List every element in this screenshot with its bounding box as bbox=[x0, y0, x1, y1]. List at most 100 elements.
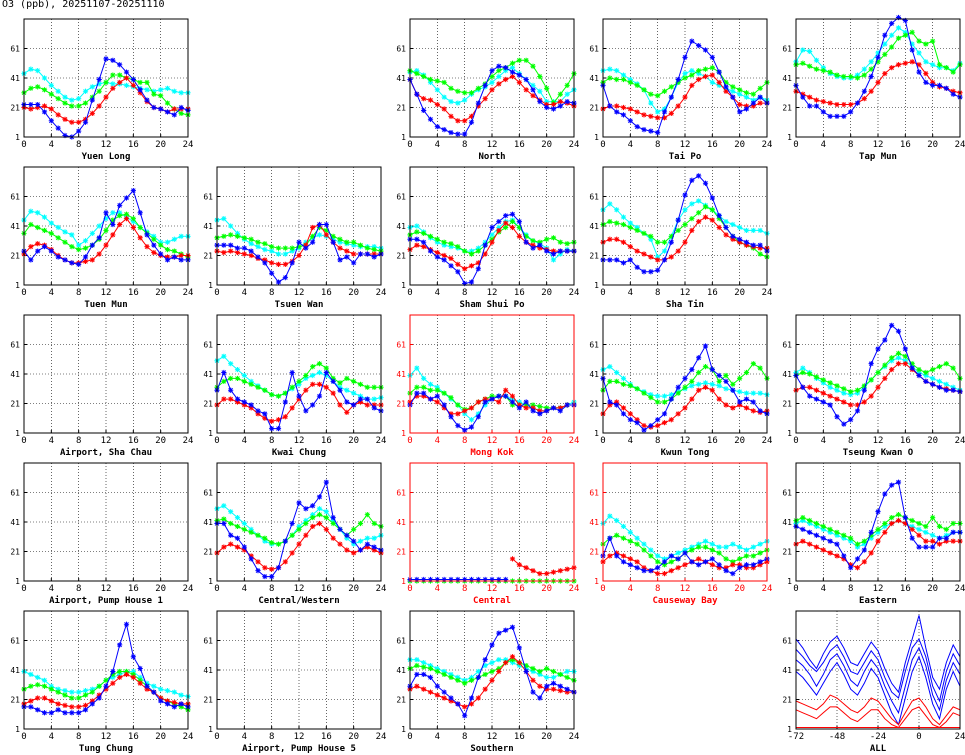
data-point bbox=[475, 103, 481, 109]
x-tick-label: 24 bbox=[955, 140, 965, 150]
data-point bbox=[614, 103, 620, 109]
data-point bbox=[620, 260, 627, 266]
data-point bbox=[516, 218, 522, 225]
data-point bbox=[523, 233, 529, 239]
data-point bbox=[117, 642, 123, 648]
y-tick-label: 41 bbox=[782, 370, 792, 379]
data-point bbox=[889, 322, 895, 328]
plot-frame bbox=[23, 166, 189, 286]
data-point bbox=[895, 512, 902, 518]
x-tick-label: 16 bbox=[321, 288, 332, 298]
y-tick-label: 61 bbox=[203, 193, 213, 202]
data-point bbox=[323, 384, 329, 390]
data-point bbox=[337, 387, 343, 393]
data-point bbox=[323, 372, 329, 379]
data-point bbox=[289, 384, 295, 390]
data-point bbox=[607, 399, 613, 405]
data-point bbox=[337, 380, 343, 386]
data-point bbox=[158, 686, 164, 692]
data-point bbox=[137, 79, 143, 86]
data-point bbox=[620, 72, 627, 78]
data-point bbox=[371, 247, 377, 253]
data-point bbox=[516, 660, 522, 666]
data-point bbox=[668, 84, 674, 90]
data-point bbox=[607, 257, 613, 263]
y-tick-label: 61 bbox=[782, 341, 792, 350]
data-point bbox=[130, 671, 136, 678]
data-point bbox=[607, 75, 613, 81]
data-point bbox=[462, 704, 468, 710]
data-point bbox=[228, 532, 234, 538]
data-point bbox=[807, 384, 813, 390]
data-point bbox=[827, 529, 833, 535]
data-point bbox=[641, 565, 647, 571]
data-point bbox=[448, 671, 454, 678]
x-tick-label: 4 bbox=[821, 584, 826, 594]
data-point bbox=[323, 221, 329, 228]
data-point bbox=[296, 396, 302, 402]
data-point bbox=[221, 520, 227, 527]
data-point bbox=[716, 82, 722, 88]
data-point bbox=[434, 665, 440, 672]
data-point bbox=[537, 411, 543, 417]
data-point bbox=[668, 233, 674, 239]
data-point bbox=[316, 393, 323, 399]
y-tick-label: 41 bbox=[10, 666, 20, 675]
data-point bbox=[620, 112, 627, 118]
data-point bbox=[89, 701, 95, 707]
data-point bbox=[41, 87, 48, 93]
data-point bbox=[414, 242, 420, 248]
data-point bbox=[241, 245, 247, 251]
data-point bbox=[421, 73, 427, 80]
data-point bbox=[861, 88, 867, 94]
data-point bbox=[357, 399, 364, 405]
data-point bbox=[123, 216, 130, 222]
data-point bbox=[357, 538, 364, 544]
data-point bbox=[875, 384, 881, 390]
data-point bbox=[344, 399, 350, 405]
x-tick-label: 0 bbox=[214, 732, 219, 742]
data-point bbox=[178, 704, 184, 710]
y-tick-label: 41 bbox=[782, 666, 792, 675]
data-point bbox=[503, 660, 509, 666]
data-point bbox=[441, 79, 447, 86]
data-point bbox=[614, 68, 620, 74]
data-point bbox=[709, 217, 715, 223]
data-point bbox=[468, 701, 475, 707]
data-point bbox=[641, 547, 647, 553]
data-point bbox=[634, 248, 640, 254]
data-point bbox=[820, 526, 826, 532]
x-tick-label: 8 bbox=[462, 288, 467, 298]
data-point bbox=[537, 88, 543, 94]
data-point bbox=[800, 365, 806, 371]
data-point bbox=[96, 88, 102, 94]
data-point bbox=[750, 103, 756, 109]
data-point bbox=[668, 392, 674, 398]
chart-title: Airport, Sha Chau bbox=[60, 447, 152, 458]
data-point bbox=[289, 520, 295, 527]
data-point bbox=[668, 417, 674, 423]
x-tick-label: 4 bbox=[628, 288, 633, 298]
data-point bbox=[530, 238, 536, 244]
data-point bbox=[130, 216, 136, 222]
data-point bbox=[158, 242, 164, 248]
data-point bbox=[750, 242, 756, 248]
data-point bbox=[434, 692, 440, 698]
chart-title: Airport, Pump House 1 bbox=[49, 595, 163, 606]
data-point bbox=[441, 239, 447, 245]
y-tick-label: 1 bbox=[401, 577, 406, 586]
data-point bbox=[950, 88, 956, 94]
data-point bbox=[35, 682, 41, 688]
data-point bbox=[303, 387, 309, 393]
data-point bbox=[696, 387, 702, 393]
data-point bbox=[648, 269, 654, 275]
data-point bbox=[130, 76, 136, 83]
data-point bbox=[848, 538, 854, 544]
data-point bbox=[448, 241, 454, 247]
data-point bbox=[723, 232, 729, 238]
data-point bbox=[655, 267, 661, 273]
y-tick-label: 21 bbox=[10, 548, 20, 557]
data-point bbox=[62, 688, 68, 694]
data-point bbox=[330, 239, 336, 245]
